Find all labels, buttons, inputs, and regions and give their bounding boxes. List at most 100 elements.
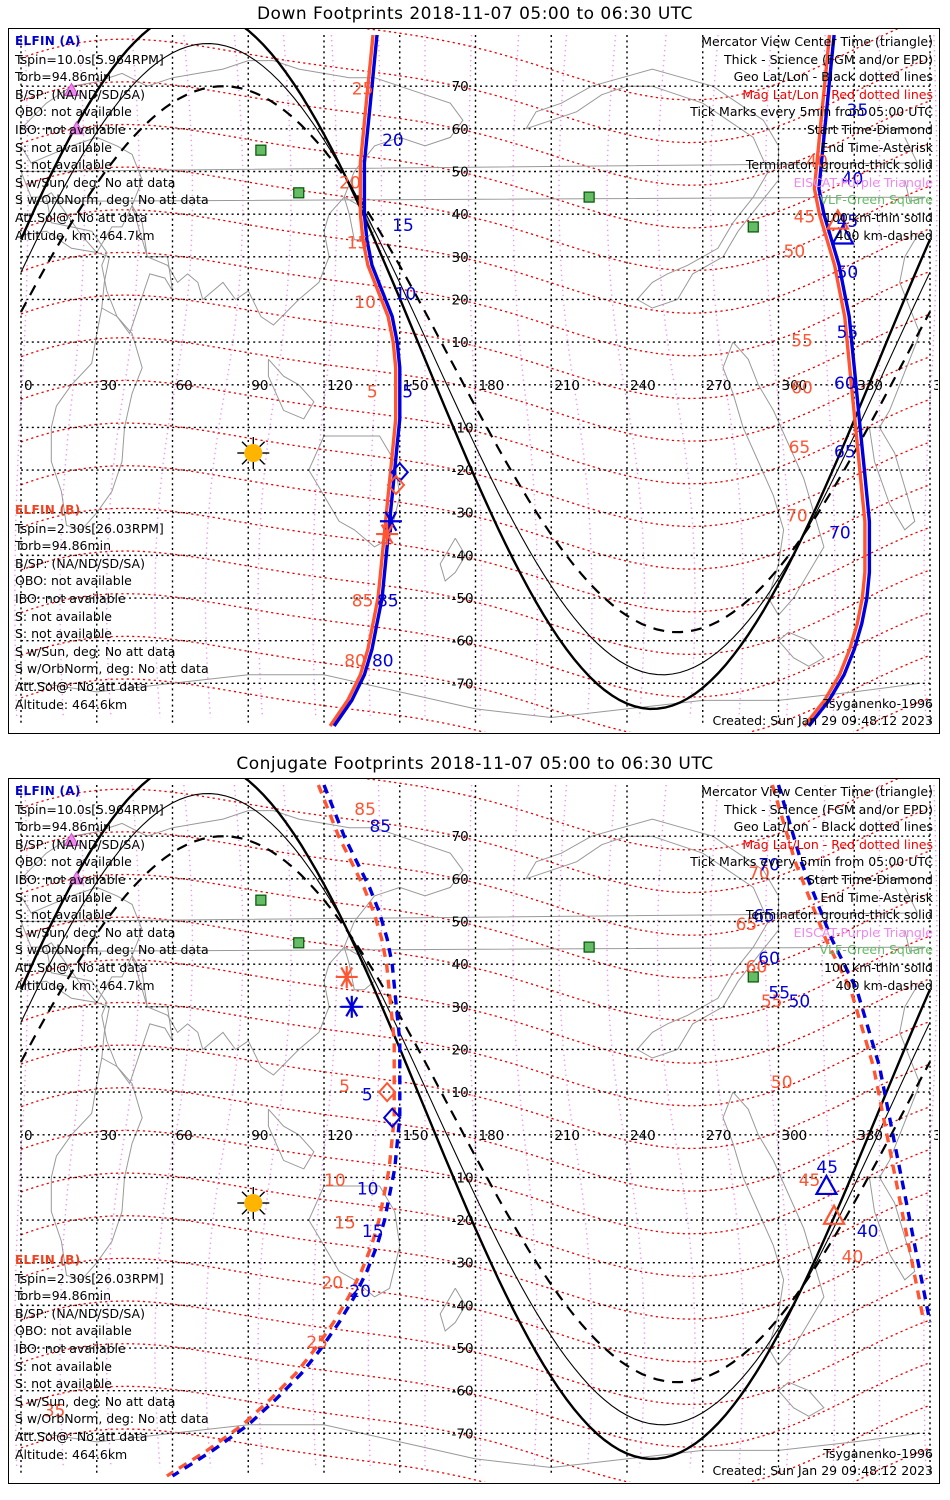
- elfin-b-info-line: S: not available: [15, 626, 112, 642]
- svg-text:40: 40: [842, 169, 864, 189]
- legend-item: VLF-Green Square: [819, 942, 933, 958]
- svg-text:150: 150: [403, 1128, 429, 1144]
- svg-text:45: 45: [799, 1171, 821, 1191]
- plot-frame: 0 30 60 90 120 150 180 210 240 270 300 330 360 70 60 50…: [8, 28, 940, 734]
- legend-item: Thick - Science (FGM and/or EPD): [724, 801, 933, 817]
- svg-text:50: 50: [452, 914, 469, 930]
- vlf-station-markers: [255, 894, 759, 983]
- svg-text:5: 5: [339, 1077, 350, 1097]
- legend-item: Mercator View Center Time (triangle): [701, 34, 933, 49]
- svg-text:270: 270: [706, 378, 732, 394]
- elfin-a-info-line: Att.Sol@: No att data: [15, 959, 148, 975]
- svg-text:80: 80: [344, 651, 366, 671]
- vlf-station-markers: [255, 144, 759, 233]
- svg-text:50: 50: [837, 263, 859, 283]
- sun-icon: [237, 1187, 270, 1220]
- svg-text:330: 330: [857, 1128, 883, 1144]
- svg-text:-70: -70: [452, 1426, 474, 1442]
- elfin-a-info-line: Tspin=10.0s[5.964RPM]: [15, 801, 164, 817]
- svg-text:-10: -10: [452, 420, 474, 436]
- svg-text:150: 150: [403, 378, 429, 394]
- svg-text:65: 65: [736, 915, 758, 935]
- svg-text:15: 15: [347, 233, 369, 253]
- elfin-a-info-line: S: not available: [15, 907, 112, 923]
- elfin-b-info-line: Altitude: 464.6km: [15, 696, 128, 712]
- svg-text:35: 35: [847, 101, 869, 121]
- eiscat-station-markers: [63, 832, 85, 885]
- legend-item: Terminator: ground-thick solid: [745, 907, 933, 923]
- svg-text:20: 20: [349, 1282, 371, 1302]
- svg-text:20: 20: [339, 174, 361, 194]
- model-name: Tsyganenko-1996: [823, 1446, 933, 1461]
- svg-text:40: 40: [806, 152, 828, 172]
- elfin-b-info-line: S: not available: [15, 1358, 112, 1374]
- svg-text:40: 40: [842, 1248, 864, 1268]
- elfin-b-info-block: ELFIN (B) Tspin=2.30s[26.03RPM] Torb=94.86…: [15, 502, 209, 713]
- elfin-b-header: ELFIN (B): [15, 1253, 81, 1267]
- svg-text:120: 120: [327, 1128, 353, 1144]
- elfin-b-info-line: S: not available: [15, 1376, 112, 1392]
- legend-block: Mercator View Center Time (triangle) Thic…: [690, 33, 933, 244]
- legend-item: EISCAT-Purple Triangle: [793, 924, 933, 940]
- elfin-a-info-line: OBO: not available: [15, 104, 132, 120]
- svg-text:85: 85: [377, 592, 399, 612]
- elfin-b-info-line: S w/Sun, deg: No att data: [15, 1393, 176, 1409]
- elfin-a-info-block: ELFIN (A) Tspin=10.0s[5.964RPM] Torb=94.86…: [15, 783, 209, 994]
- elfin-a-info-line: S: not available: [15, 157, 112, 173]
- elfin-a-info-line: Altitude, km: 464.7km: [15, 977, 155, 993]
- svg-text:-30: -30: [452, 1256, 474, 1272]
- svg-text:10: 10: [357, 1179, 379, 1199]
- svg-text:210: 210: [554, 378, 580, 394]
- svg-text:360: 360: [933, 1128, 938, 1144]
- svg-text:5: 5: [402, 383, 413, 403]
- svg-text:240: 240: [630, 378, 656, 394]
- svg-text:210: 210: [554, 1128, 580, 1144]
- svg-text:90: 90: [251, 1128, 268, 1144]
- svg-text:55: 55: [791, 331, 813, 351]
- created-timestamp: Created: Sun Jan 29 09:48:12 2023: [712, 713, 933, 728]
- legend-item: Mag Lat/Lon - Red dotted lines: [742, 86, 933, 102]
- panel-title: Conjugate Footprints 2018-11-07 05:00 to…: [236, 754, 714, 774]
- svg-text:70: 70: [748, 864, 770, 884]
- elfin-b-info-line: Tspin=2.30s[26.03RPM]: [15, 520, 164, 536]
- svg-text:-10: -10: [452, 1170, 474, 1186]
- track-tick-labels: 8551015202535706560555045408551015207065…: [44, 800, 879, 1421]
- svg-text:40: 40: [857, 1222, 879, 1242]
- time-markers: [335, 965, 846, 1225]
- legend-item: Thick - Science (FGM and/or EPD): [724, 51, 933, 67]
- elfin-b-info-line: S w/OrbNorm, deg: No att data: [15, 1411, 209, 1427]
- svg-text:90: 90: [251, 378, 268, 394]
- svg-text:-40: -40: [452, 548, 474, 564]
- model-name: Tsyganenko-1996: [823, 696, 933, 711]
- elfin-b-info-line: OBO: not available: [15, 1323, 132, 1339]
- footer-block: Tsyganenko-1996 Created: Sun Jan 29 09:48…: [713, 1445, 933, 1479]
- svg-text:5: 5: [362, 1086, 373, 1106]
- track-tick-labels: 25 20 15 10 5 85 80 40 45 50 55 60 65 70 20 15 10 5 85 80 35…: [339, 80, 868, 672]
- elfin-b-info-line: Tspin=2.30s[26.03RPM]: [15, 1270, 164, 1286]
- svg-text:70: 70: [829, 523, 851, 543]
- time-markers: [376, 208, 855, 546]
- svg-text:15: 15: [334, 1214, 356, 1234]
- svg-text:65: 65: [834, 442, 856, 462]
- legend-item: VLF-Green Square: [819, 192, 933, 208]
- elfin-b-info-line: IBO: not available: [15, 590, 126, 606]
- elfin-a-info-line: Tspin=10.0s[5.964RPM]: [15, 51, 164, 67]
- elfin-b-info-line: B/SP: (NA/ND/SD/SA): [15, 555, 145, 571]
- svg-text:30: 30: [100, 1128, 117, 1144]
- elfin-a-info-block: ELFIN (A) Tspin=10.0s[5.964RPM] Torb=94.86…: [15, 33, 209, 244]
- down-footprints-panel: Down Footprints 2018-11-07 05:00 to 06:3…: [8, 4, 940, 734]
- svg-text:45: 45: [837, 212, 859, 232]
- svg-text:30: 30: [100, 378, 117, 394]
- svg-text:0: 0: [24, 378, 33, 394]
- svg-text:60: 60: [176, 1128, 193, 1144]
- legend-item: Start Time-Diamond: [806, 871, 933, 887]
- svg-text:-20: -20: [452, 1213, 474, 1229]
- svg-text:-20: -20: [452, 463, 474, 479]
- svg-text:55: 55: [768, 983, 790, 1003]
- eiscat-station-markers: [63, 82, 85, 135]
- svg-text:20: 20: [321, 1273, 343, 1293]
- elfin-a-info-line: S w/OrbNorm, deg: No att data: [15, 942, 209, 958]
- elfin-a-info-line: OBO: not available: [15, 854, 132, 870]
- svg-text:50: 50: [789, 992, 811, 1012]
- elfin-b-info-line: Att.Sol@: No att data: [15, 1428, 148, 1444]
